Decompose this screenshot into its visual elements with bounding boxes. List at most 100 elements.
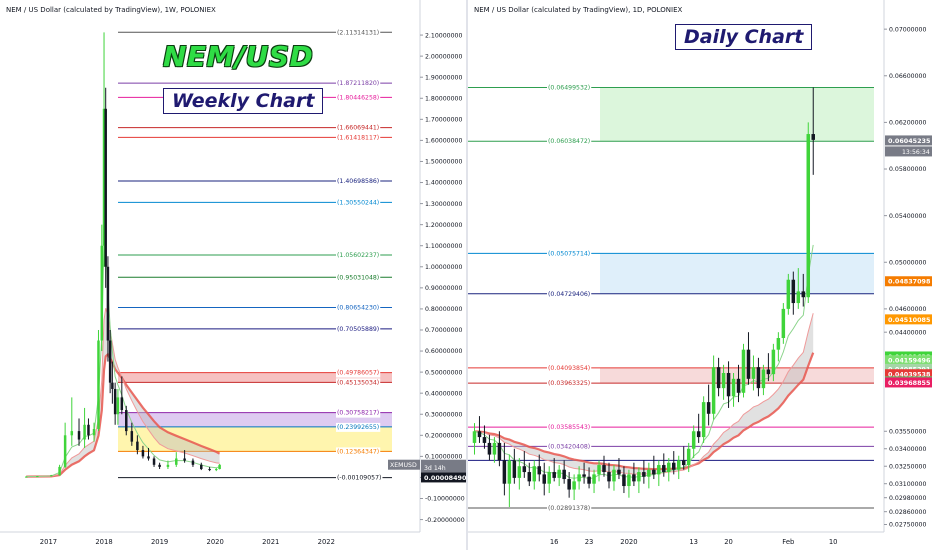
level-label-10: (0.70505889) [337,326,379,333]
level-label-0: (0.06499532) [548,84,590,91]
candle-body-57 [756,367,761,389]
candle-body-59 [766,369,771,375]
candle-body-3 [58,466,61,476]
level-label-16: (-0.00109057) [337,475,381,482]
candle-body-22 [136,441,139,451]
candle-body-31 [627,474,631,487]
level-label-2: (0.05075714) [548,250,590,257]
daily-chart[interactable]: (0.06499532) (0.06038472) (0.05075714) (0.0… [468,0,932,550]
y-tick-label-8: 1.30000000 [425,201,462,208]
candle-body-0 [472,431,477,443]
candle-body-63 [786,279,791,309]
y-tick-label-22: -0.10000000 [425,496,465,503]
price-tag-bg-2 [885,314,932,325]
candle-body-26 [158,464,161,467]
level-label-4: (1.61418117) [337,134,379,141]
candle-body-1 [477,431,482,438]
candle-body-4 [63,435,67,467]
level-label-bg-10 [336,324,381,334]
candle-body-24 [592,474,596,484]
candle-body-5 [497,442,502,461]
candle-body-30 [622,474,626,487]
level-label-3: (1.66069441) [337,125,379,132]
candle-body-37 [657,465,661,475]
y-tick-label-8: 0.03550000 [889,428,926,435]
candle-body-15 [547,472,551,484]
y-tick-label-15: 0.60000000 [425,348,462,355]
x-tick-label-3: 13 [689,538,698,546]
candle-body-52 [731,378,736,397]
level-label-bg-14 [336,422,381,432]
level-label-bg-5 [336,177,381,187]
candle-body-18 [116,397,120,415]
x-tick-label-4: 20 [724,538,733,546]
price-tag-bg-1 [421,472,466,483]
price-tag-1: 0.00008490 [424,474,466,482]
candle-body-33 [215,469,218,471]
level-label-1: (1.87211820) [337,80,379,87]
candle-body-28 [175,458,178,465]
price-tag-bg-0 [885,135,932,146]
x-tick-label-5: Feb [782,538,794,546]
y-tick-label-18: 0.30000000 [425,411,462,418]
candle-body-20 [125,410,128,432]
x-tick-label-0: 2017 [40,538,57,546]
level-label-14: (0.23992655) [337,424,379,431]
zone-1 [118,412,392,427]
y-tick-label-6: 1.50000000 [425,159,462,166]
candle-body-36 [652,469,656,475]
level-label-9: (0.02891378) [548,505,590,512]
candle-body-45 [696,431,701,438]
level-label-bg-7 [547,442,592,452]
y-tick-label-12: 0.02980000 [889,495,926,502]
candle-body-38 [662,465,666,473]
candle-body-11 [527,472,532,482]
x-tick-label-4: 2021 [262,538,279,546]
countdown-tag: 3d 14h [424,465,446,472]
zone-1 [600,253,874,294]
candle-body-46 [701,402,706,438]
ema-ribbon-fast [26,245,220,478]
y-tick-label-14: 0.02750000 [889,522,926,529]
level-label-bg-9 [547,504,592,514]
time-tag-bg [885,146,932,157]
daily-chart-panel[interactable]: (0.06499532) (0.06038472) (0.05075714) (0.0… [468,0,932,550]
level-label-5: (1.40698586) [337,178,379,185]
weekly-chart[interactable]: (2.11314131) (1.87211820) (1.80446258) (1.6… [0,0,466,550]
candle-body-41 [676,460,681,470]
level-label-bg-11 [336,368,381,378]
price-tag-bg-8 [885,377,932,388]
candle-body-33 [637,472,641,482]
candle-body-67 [806,134,811,298]
level-label-bg-4 [547,363,592,373]
candle-body-64 [791,279,796,304]
price-tag-bg-1 [885,276,932,287]
nem-usd-title: NEM/USD [163,40,314,73]
candle-body-21 [130,431,134,442]
weekly-chart-panel[interactable]: (2.11314131) (1.87211820) (1.80446258) (1.6… [0,0,466,550]
candle-body-11 [100,245,104,341]
candle-body-9 [517,466,522,478]
y-tick-label-9: 1.20000000 [425,222,462,229]
level-label-bg-13 [336,408,381,418]
candle-body-20 [572,481,576,490]
y-tick-label-19: 0.20000000 [425,433,462,440]
candle-body-15 [108,340,112,383]
candle-body-19 [120,397,124,411]
panel-divider[interactable] [466,0,468,550]
candle-body-29 [183,458,186,461]
candle-body-13 [104,108,107,267]
x-tick-label-0: 16 [550,538,559,546]
level-label-4: (0.04093854) [548,365,590,372]
candle-body-61 [776,338,781,350]
candle-body-21 [577,474,581,482]
y-tick-label-1: 2.00000000 [425,53,462,60]
ema-ribbon-slow [26,352,221,478]
y-tick-label-6: 0.04600000 [889,306,926,313]
candle-body-5 [70,431,74,436]
candle-body-62 [781,308,786,339]
candle-body-34 [642,472,646,477]
candle-body-8 [512,460,517,478]
price-tag-0: 0.06045235 [888,137,930,145]
symbol-tag-bg [388,459,420,470]
